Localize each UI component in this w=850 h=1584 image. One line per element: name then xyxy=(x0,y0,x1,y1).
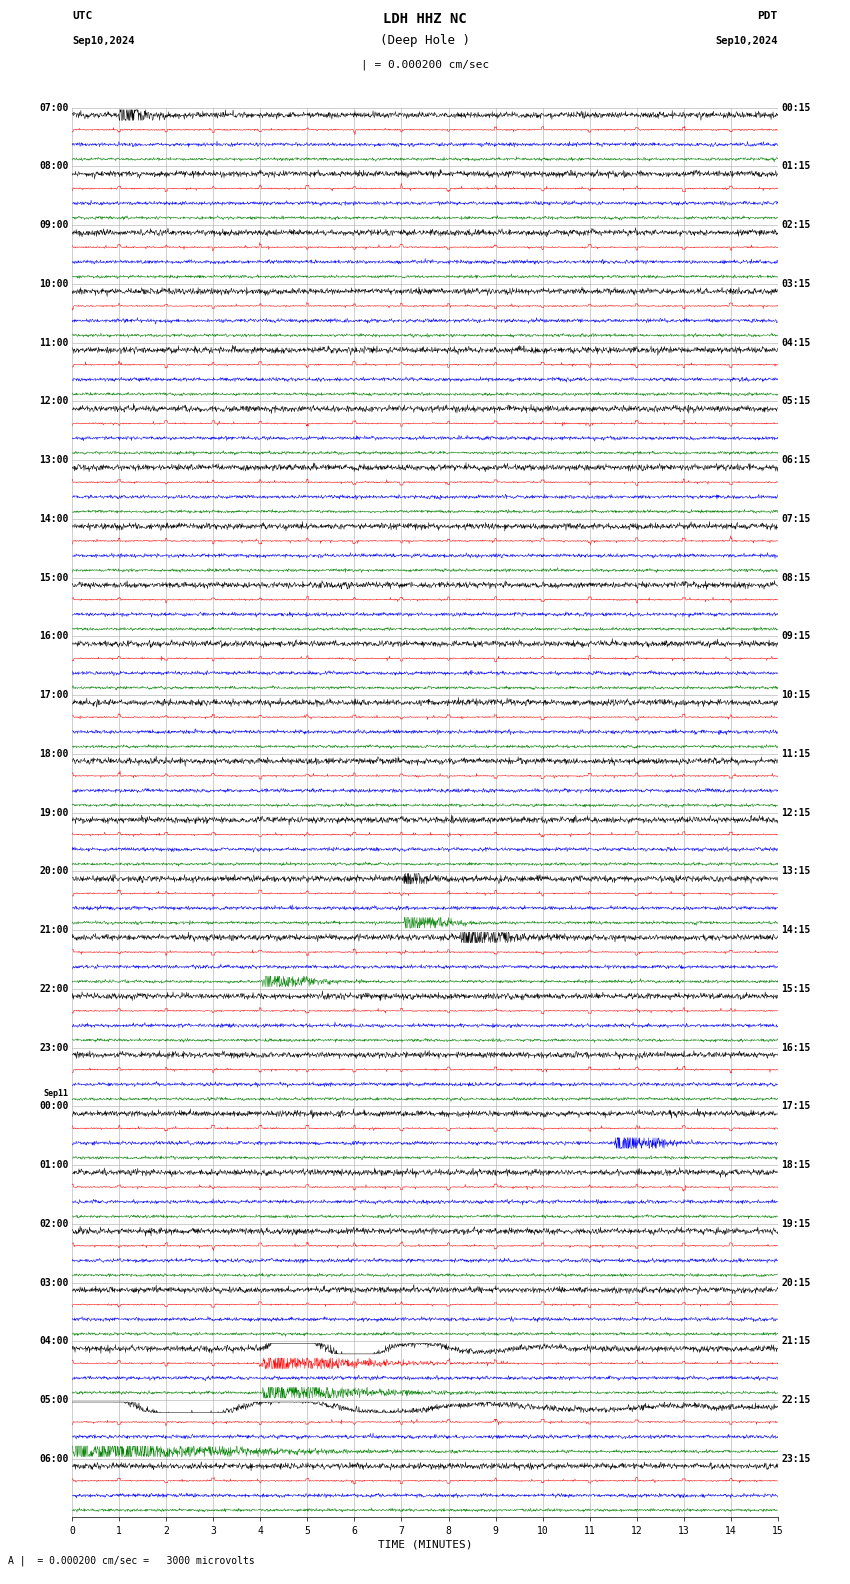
Text: Sep11: Sep11 xyxy=(44,1090,69,1098)
Text: 03:15: 03:15 xyxy=(781,279,811,288)
Text: 15:15: 15:15 xyxy=(781,984,811,993)
Text: 13:15: 13:15 xyxy=(781,866,811,876)
Text: 04:15: 04:15 xyxy=(781,337,811,347)
Text: 01:00: 01:00 xyxy=(39,1159,69,1171)
Text: 16:15: 16:15 xyxy=(781,1042,811,1052)
Text: 02:00: 02:00 xyxy=(39,1218,69,1229)
Text: 11:15: 11:15 xyxy=(781,749,811,759)
Text: 17:15: 17:15 xyxy=(781,1101,811,1112)
Text: 20:15: 20:15 xyxy=(781,1278,811,1288)
Text: 23:00: 23:00 xyxy=(39,1042,69,1052)
Text: 04:00: 04:00 xyxy=(39,1337,69,1346)
Text: 14:15: 14:15 xyxy=(781,925,811,935)
Text: PDT: PDT xyxy=(757,11,778,21)
Text: 21:15: 21:15 xyxy=(781,1337,811,1346)
Text: 11:00: 11:00 xyxy=(39,337,69,347)
Text: 12:15: 12:15 xyxy=(781,808,811,817)
Text: UTC: UTC xyxy=(72,11,93,21)
Text: 00:00: 00:00 xyxy=(39,1101,69,1112)
Text: A |  = 0.000200 cm/sec =   3000 microvolts: A | = 0.000200 cm/sec = 3000 microvolts xyxy=(8,1555,255,1567)
Text: 18:15: 18:15 xyxy=(781,1159,811,1171)
Text: 16:00: 16:00 xyxy=(39,632,69,642)
Text: 08:00: 08:00 xyxy=(39,162,69,171)
Text: 01:15: 01:15 xyxy=(781,162,811,171)
Text: 15:00: 15:00 xyxy=(39,573,69,583)
Text: 19:15: 19:15 xyxy=(781,1218,811,1229)
Text: 18:00: 18:00 xyxy=(39,749,69,759)
Text: 10:15: 10:15 xyxy=(781,691,811,700)
Text: 09:00: 09:00 xyxy=(39,220,69,230)
Text: 22:15: 22:15 xyxy=(781,1396,811,1405)
Text: (Deep Hole ): (Deep Hole ) xyxy=(380,35,470,48)
Text: 00:15: 00:15 xyxy=(781,103,811,112)
Text: 07:15: 07:15 xyxy=(781,513,811,524)
Text: 22:00: 22:00 xyxy=(39,984,69,993)
Text: Sep10,2024: Sep10,2024 xyxy=(715,36,778,46)
Text: 14:00: 14:00 xyxy=(39,513,69,524)
Text: Sep10,2024: Sep10,2024 xyxy=(72,36,135,46)
Text: 19:00: 19:00 xyxy=(39,808,69,817)
Text: 20:00: 20:00 xyxy=(39,866,69,876)
Text: 06:00: 06:00 xyxy=(39,1454,69,1464)
Text: 13:00: 13:00 xyxy=(39,455,69,466)
Text: 03:00: 03:00 xyxy=(39,1278,69,1288)
Text: 06:15: 06:15 xyxy=(781,455,811,466)
Text: LDH HHZ NC: LDH HHZ NC xyxy=(383,13,467,27)
Text: 09:15: 09:15 xyxy=(781,632,811,642)
Text: 08:15: 08:15 xyxy=(781,573,811,583)
Text: 07:00: 07:00 xyxy=(39,103,69,112)
Text: 21:00: 21:00 xyxy=(39,925,69,935)
Text: 12:00: 12:00 xyxy=(39,396,69,407)
Text: 17:00: 17:00 xyxy=(39,691,69,700)
Text: 05:15: 05:15 xyxy=(781,396,811,407)
X-axis label: TIME (MINUTES): TIME (MINUTES) xyxy=(377,1540,473,1549)
Text: 02:15: 02:15 xyxy=(781,220,811,230)
Text: 10:00: 10:00 xyxy=(39,279,69,288)
Text: | = 0.000200 cm/sec: | = 0.000200 cm/sec xyxy=(361,59,489,70)
Text: 23:15: 23:15 xyxy=(781,1454,811,1464)
Text: 05:00: 05:00 xyxy=(39,1396,69,1405)
